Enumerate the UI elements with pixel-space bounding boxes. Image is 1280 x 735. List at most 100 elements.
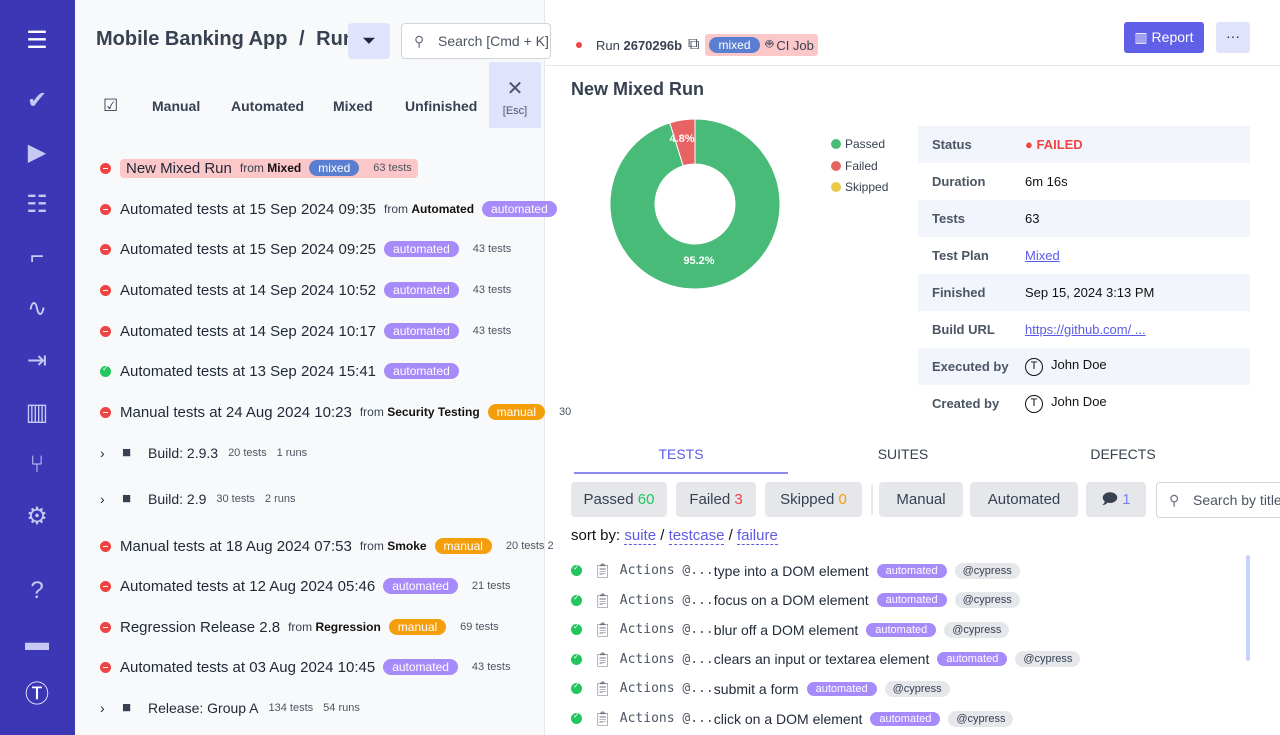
tab-tests[interactable]: TESTS: [574, 446, 788, 474]
runs-icon[interactable]: ▶: [27, 139, 47, 166]
test-row[interactable]: 📋︎ Actions @...type into a DOM element aut…: [571, 562, 1020, 579]
build-group[interactable]: › ■ Release: Group A 134 tests 54 runs: [100, 699, 360, 716]
build-group[interactable]: › ■ Build: 2.9.3 20 tests 1 runs: [100, 444, 307, 461]
ci-job-label: CI Job: [776, 37, 814, 53]
filter-button[interactable]: ⏷: [348, 23, 390, 59]
steps-icon[interactable]: ⌐: [29, 243, 44, 270]
detail-value[interactable]: Mixed: [1025, 248, 1060, 263]
more-button[interactable]: ···: [1216, 22, 1250, 53]
run-title: Automated tests at 14 Sep 2024 10:17: [120, 322, 377, 340]
sort-testcase[interactable]: testcase: [668, 527, 725, 545]
test-title[interactable]: clears an input or textarea element: [713, 651, 930, 668]
run-row[interactable]: Automated tests at 15 Sep 2024 09:25 auto…: [100, 238, 511, 260]
scrollbar[interactable]: [1246, 555, 1250, 661]
select-all-icon[interactable]: ☑: [103, 96, 119, 115]
tab-automated[interactable]: Automated: [231, 98, 305, 114]
test-title[interactable]: submit a form: [713, 680, 799, 697]
import-icon[interactable]: ⇥: [26, 347, 48, 374]
run-row[interactable]: Automated tests at 12 Aug 2024 05:46 auto…: [100, 575, 510, 597]
run-item[interactable]: Automated tests at 14 Sep 2024 10:52 auto…: [120, 282, 511, 299]
clipboard-icon: 📋︎: [594, 562, 612, 578]
plans-icon[interactable]: ☷: [26, 191, 48, 218]
detail-value-text: Mixed: [1025, 248, 1060, 263]
passed-icon: [571, 593, 582, 606]
run-row[interactable]: Automated tests at 03 Aug 2024 10:45 auto…: [100, 656, 510, 678]
project-link[interactable]: Mobile Banking App: [96, 28, 288, 50]
test-search-input[interactable]: ⚲ Search by title: [1156, 482, 1280, 518]
tab-suites[interactable]: SUITES: [877, 446, 929, 462]
run-source: from Security Testing: [359, 405, 480, 419]
report-button[interactable]: ▥ Report: [1124, 22, 1204, 53]
run-item[interactable]: Automated tests at 14 Sep 2024 10:17 auto…: [120, 323, 511, 340]
status-failed-icon: [100, 325, 111, 337]
test-tag: @cypress: [944, 621, 1010, 638]
sort-failure[interactable]: failure: [736, 527, 778, 545]
run-row[interactable]: Manual tests at 18 Aug 2024 07:53 from Sm…: [100, 535, 554, 557]
run-row[interactable]: Automated tests at 13 Sep 2024 15:41 auto…: [100, 360, 459, 382]
automated-filter[interactable]: Automated: [970, 482, 1078, 517]
run-item[interactable]: Automated tests at 15 Sep 2024 09:25 auto…: [120, 241, 511, 258]
copy-icon[interactable]: ⧉: [688, 36, 700, 53]
run-row[interactable]: Automated tests at 14 Sep 2024 10:17 auto…: [100, 320, 511, 342]
test-tag: @cypress: [948, 710, 1014, 727]
run-item[interactable]: New Mixed Run from Mixed mixed 63 tests: [120, 158, 418, 178]
test-row[interactable]: 📋︎ Actions @...blur off a DOM element auto…: [571, 621, 1010, 638]
tab-defects[interactable]: DEFECTS: [1090, 446, 1156, 462]
menu-icon[interactable]: ☰: [26, 27, 48, 54]
test-row[interactable]: 📋︎ Actions @...submit a form automated @cyp…: [571, 680, 950, 697]
test-title[interactable]: type into a DOM element: [713, 562, 869, 579]
test-title[interactable]: blur off a DOM element: [713, 621, 859, 638]
tab-unfinished[interactable]: Unfinished: [405, 98, 478, 114]
close-button[interactable]: ✕ [Esc]: [489, 62, 541, 128]
search-input[interactable]: ⚲ Search [Cmd + K]: [401, 23, 551, 59]
manual-filter[interactable]: Manual: [879, 482, 963, 517]
run-row[interactable]: Regression Release 2.8 from Regression man…: [100, 616, 499, 638]
detail-value[interactable]: https://github.com/ ...: [1025, 322, 1146, 337]
run-row[interactable]: Automated tests at 15 Sep 2024 09:35 from…: [100, 198, 557, 220]
run-row[interactable]: Automated tests at 14 Sep 2024 10:52 auto…: [100, 279, 511, 301]
skipped-filter[interactable]: Skipped 0: [765, 482, 862, 517]
run-item[interactable]: Manual tests at 24 Aug 2024 10:23 from Se…: [120, 404, 571, 421]
run-item[interactable]: Automated tests at 12 Aug 2024 05:46 auto…: [120, 578, 510, 595]
test-row[interactable]: 📋︎ Actions @...click on a DOM element auto…: [571, 710, 1014, 727]
run-item[interactable]: Regression Release 2.8 from Regression man…: [120, 619, 499, 636]
status-failed-icon: [100, 661, 111, 673]
run-item[interactable]: Manual tests at 18 Aug 2024 07:53 from Sm…: [120, 538, 554, 555]
chevron-right-icon[interactable]: ›: [100, 699, 105, 716]
tab-manual[interactable]: Manual: [152, 98, 201, 114]
notes-filter[interactable]: 🗩 1: [1086, 482, 1146, 517]
chevron-right-icon[interactable]: ›: [100, 444, 105, 461]
run-row[interactable]: New Mixed Run from Mixed mixed 63 tests: [100, 157, 418, 179]
test-title[interactable]: click on a DOM element: [713, 710, 863, 727]
build-group[interactable]: › ■ Build: 2.9 30 tests 2 runs: [100, 490, 295, 507]
sort-suite[interactable]: suite: [624, 527, 657, 545]
run-item[interactable]: Automated tests at 13 Sep 2024 15:41 auto…: [120, 363, 459, 380]
analytics-icon[interactable]: ∿: [26, 295, 48, 322]
chevron-right-icon[interactable]: ›: [100, 490, 105, 507]
run-item[interactable]: Automated tests at 03 Aug 2024 10:45 auto…: [120, 659, 510, 676]
detail-value-text: 6m 16s: [1025, 174, 1068, 189]
projects-icon[interactable]: ▬: [25, 629, 49, 656]
test-row[interactable]: 📋︎ Actions @...focus on a DOM element auto…: [571, 592, 1020, 609]
tab-mixed[interactable]: Mixed: [333, 98, 373, 114]
profile-icon[interactable]: Ⓣ: [25, 681, 49, 708]
reports-icon[interactable]: ▥: [25, 399, 49, 426]
status-failed-icon: [100, 243, 111, 255]
test-tag: @cypress: [954, 562, 1020, 579]
test-row[interactable]: 📋︎ Actions @...clears an input or textare…: [571, 651, 1081, 668]
detail-label: Tests: [932, 211, 965, 226]
test-title[interactable]: focus on a DOM element: [713, 592, 869, 609]
tests-icon[interactable]: ✔: [26, 87, 48, 114]
settings-icon[interactable]: ⚙: [26, 503, 48, 530]
branches-icon[interactable]: ⑂: [29, 451, 45, 478]
help-icon[interactable]: ?: [30, 577, 44, 604]
run-source-name: Smoke: [387, 539, 427, 553]
run-item[interactable]: Automated tests at 15 Sep 2024 09:35 from…: [120, 201, 557, 218]
detail-row: Executed by T John Doe: [918, 348, 1250, 385]
slice-passed[interactable]: [609, 118, 781, 290]
run-source-name: Automated: [411, 202, 475, 216]
failed-filter[interactable]: Failed 3: [676, 482, 756, 517]
run-row[interactable]: Manual tests at 24 Aug 2024 10:23 from Se…: [100, 401, 571, 423]
passed-filter[interactable]: Passed 60: [571, 482, 667, 517]
run-title: Automated tests at 15 Sep 2024 09:25: [120, 240, 377, 258]
